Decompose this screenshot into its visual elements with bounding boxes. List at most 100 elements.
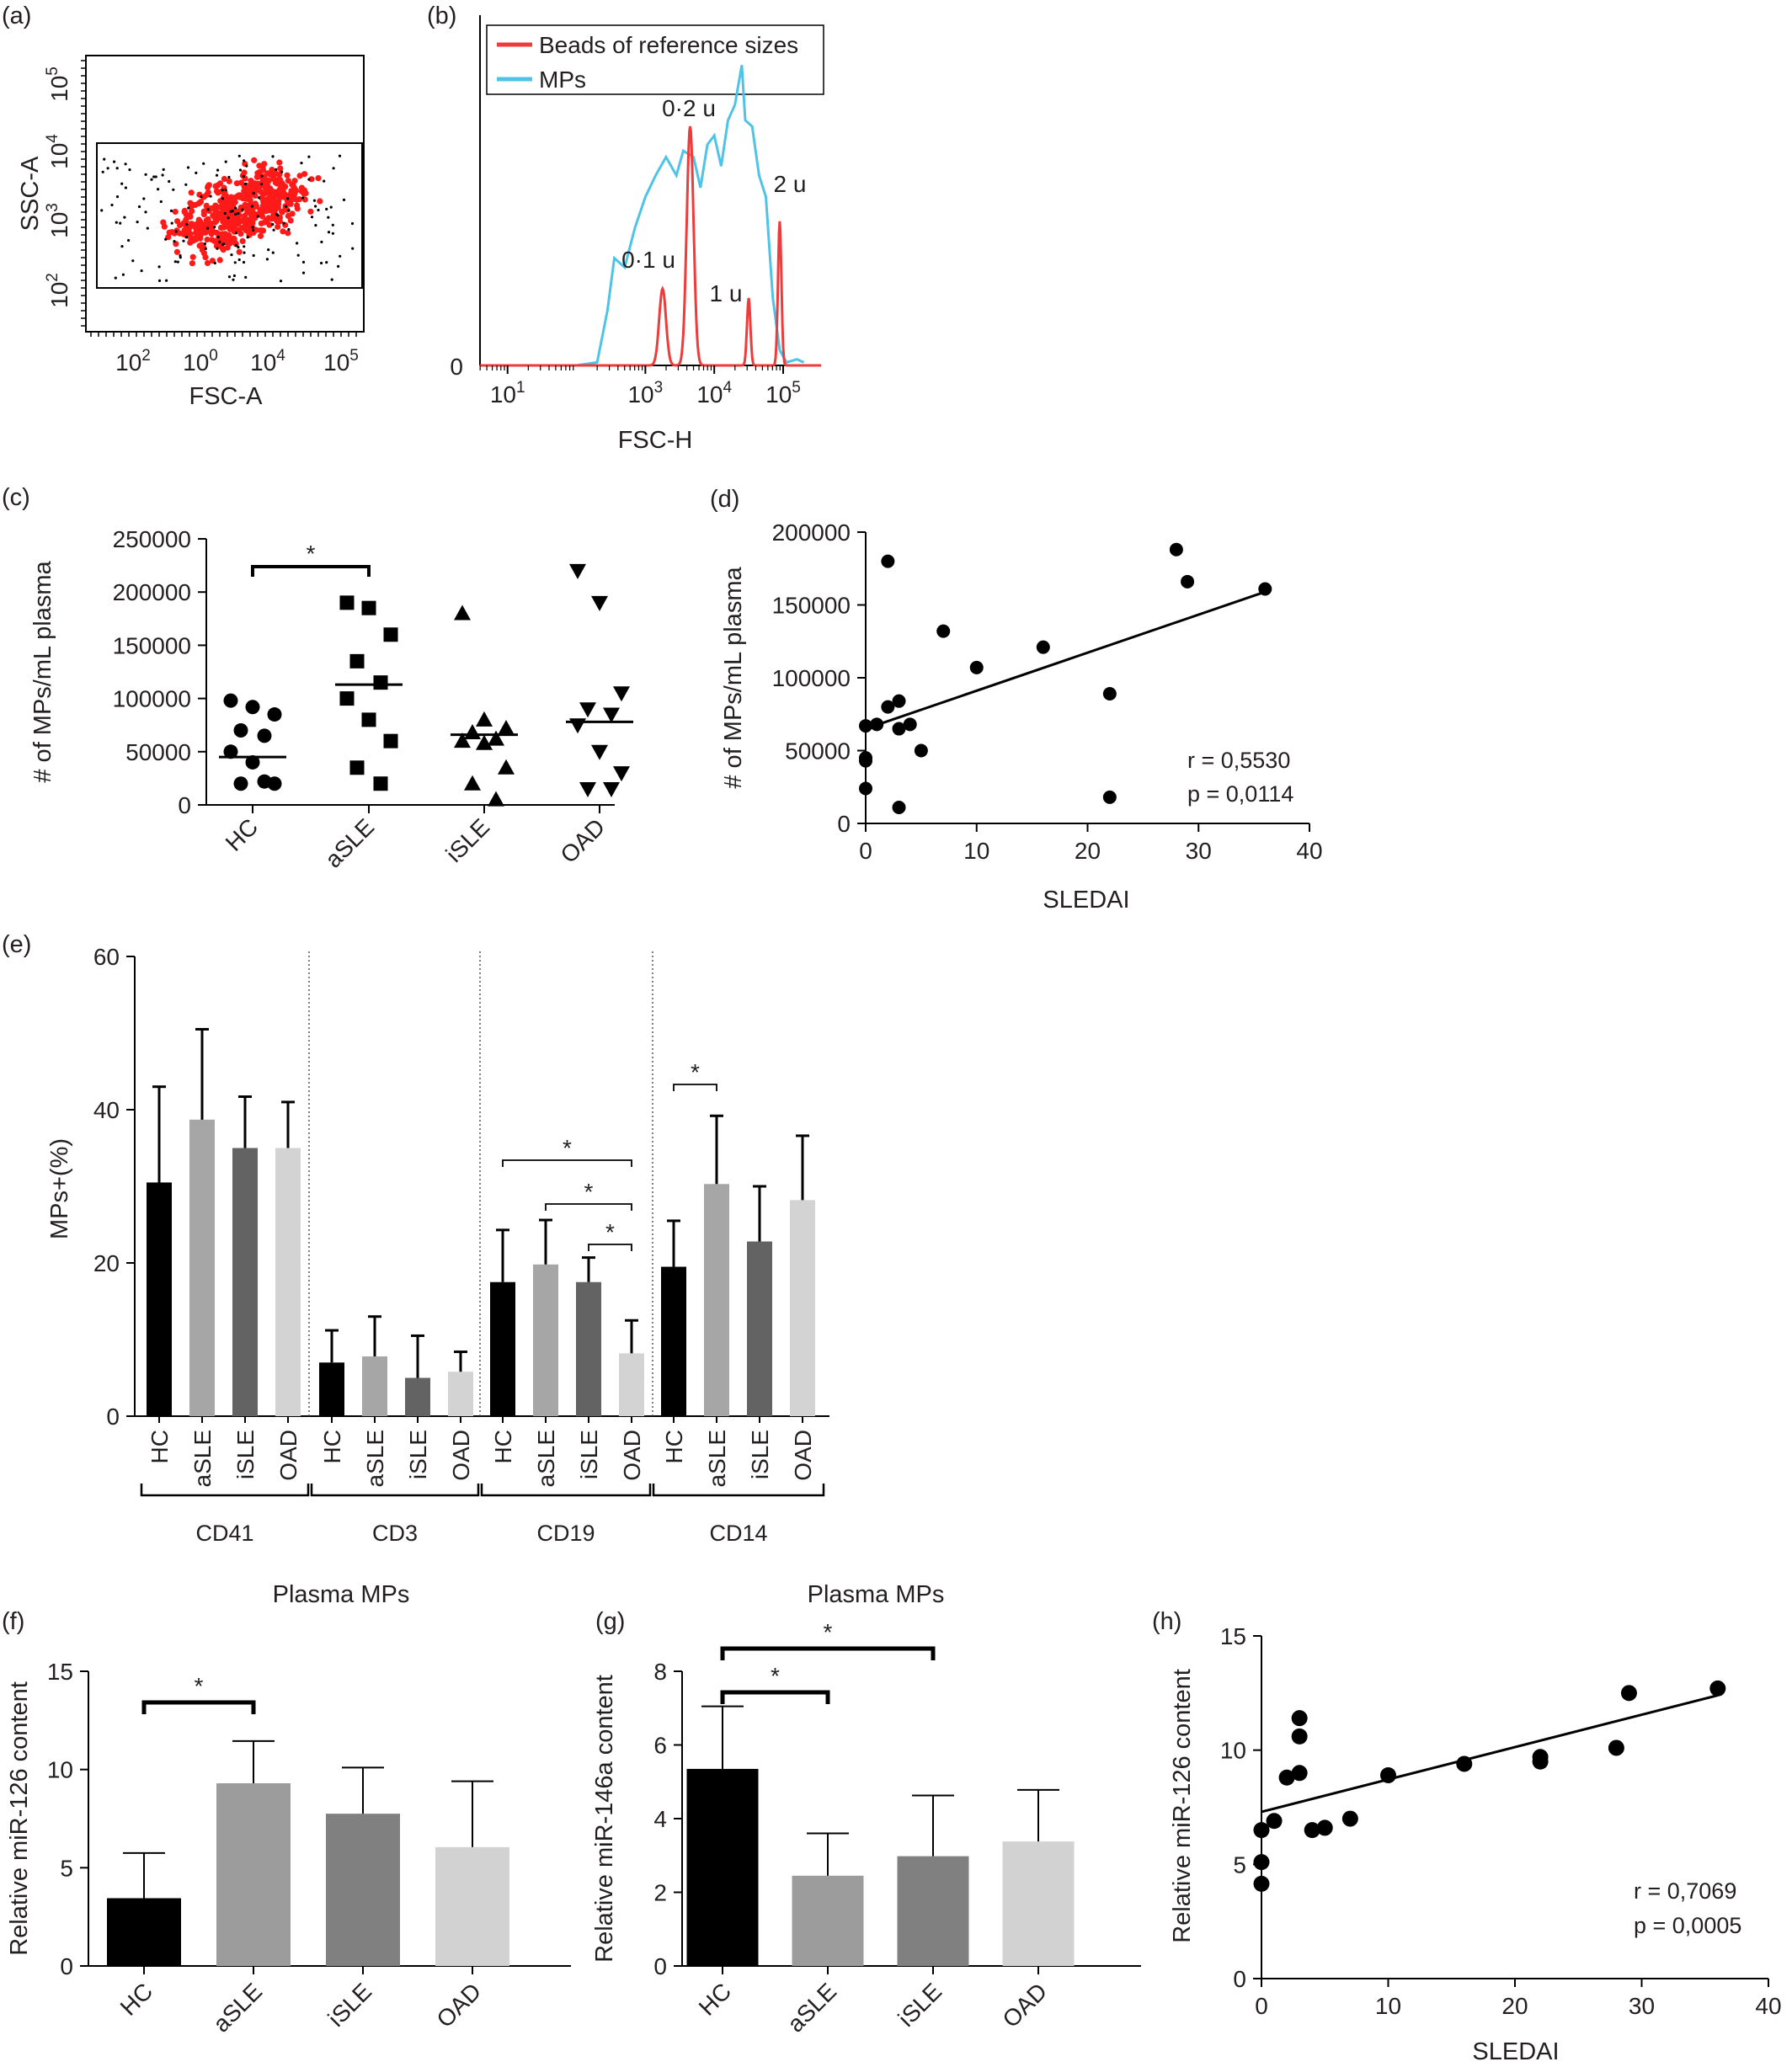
- data-point: [936, 624, 951, 638]
- event-dot: [172, 208, 179, 216]
- event-dot: [266, 221, 273, 228]
- point-oad: [569, 718, 586, 734]
- event-dot: [106, 167, 109, 170]
- x-axis-title: SLEDAI: [1043, 887, 1129, 914]
- p-value: p = 0,0005: [1634, 1913, 1741, 1938]
- bar-cd14-oad: [790, 1200, 815, 1416]
- event-dot: [239, 237, 246, 244]
- data-point: [881, 700, 895, 714]
- event-dot: [170, 221, 173, 225]
- event-dot: [337, 264, 340, 268]
- event-dot: [301, 271, 306, 274]
- group-label: CD19: [536, 1521, 595, 1546]
- significance-bracket-line: [545, 1203, 632, 1211]
- point-hc: [257, 728, 272, 743]
- event-dot: [241, 208, 244, 211]
- event-dot: [131, 259, 135, 263]
- bar-cd41-hc: [147, 1182, 172, 1416]
- event-dot: [256, 215, 259, 218]
- event-dot: [121, 273, 125, 276]
- event-dot: [231, 225, 237, 232]
- event-dot: [350, 221, 355, 226]
- x-tick-label: 105: [323, 347, 359, 376]
- event-dot: [114, 276, 117, 280]
- event-dot: [296, 242, 299, 245]
- event-dot: [203, 242, 206, 246]
- event-dot: [197, 224, 204, 231]
- y-tick-label: 100000: [772, 665, 851, 691]
- event-dot: [275, 223, 281, 230]
- point-oad: [579, 702, 596, 718]
- panel-letter-d: (d): [710, 486, 739, 513]
- data-points: [223, 563, 630, 807]
- point-asle: [361, 712, 376, 727]
- y-axis-ticks: 0 2 4 6 8: [653, 1659, 682, 1979]
- event-dot: [150, 178, 153, 181]
- event-dot: [256, 168, 264, 175]
- significance-star: *: [771, 1663, 780, 1689]
- significance-bracket-line: [588, 1244, 632, 1251]
- event-dot: [185, 222, 189, 226]
- bar-cd3-hc: [319, 1362, 344, 1416]
- bar-isle: [897, 1856, 969, 1966]
- bars: [147, 1027, 815, 1416]
- bar-asle: [216, 1783, 291, 1966]
- event-dot: [101, 170, 104, 173]
- y-axis-title: # of MPs/mL plasma: [29, 561, 56, 783]
- event-dot: [338, 154, 342, 157]
- x-tick-label: 10: [1375, 1993, 1401, 2019]
- event-dot: [247, 197, 253, 204]
- event-dot: [301, 171, 308, 178]
- event-dot: [173, 260, 177, 264]
- point-oad: [591, 744, 608, 760]
- x-tick-label: 101: [490, 379, 525, 408]
- event-dot: [329, 205, 333, 209]
- point-asle: [339, 691, 355, 706]
- significance-star: *: [195, 1673, 204, 1699]
- event-dot: [257, 196, 261, 200]
- event-dot: [120, 182, 124, 185]
- event-dot: [325, 261, 328, 264]
- y-tick-label: 10: [1220, 1738, 1246, 1764]
- event-dot: [205, 189, 211, 196]
- x-tick-label: HC: [115, 1978, 158, 2021]
- y-tick-label: 200000: [772, 519, 851, 546]
- event-dot: [284, 172, 291, 178]
- panel-f-bar-chart: (f) Plasma MPs 0 5 10 15 HC aSLE iSLE OAD * Re…: [2, 1581, 571, 2038]
- event-dot: [307, 208, 314, 215]
- x-tick-label: 104: [250, 347, 285, 376]
- event-dot: [314, 224, 317, 227]
- y-tick-label: 0: [60, 1953, 73, 1979]
- y-tick-label: 2: [653, 1880, 667, 1906]
- point-hc: [245, 700, 260, 715]
- event-dot: [272, 228, 275, 232]
- x-tick-label: 40: [1755, 1993, 1781, 2019]
- event-dot: [227, 175, 231, 179]
- bar-asle: [792, 1875, 864, 1966]
- event-dot: [192, 224, 199, 231]
- x-tick-label: 102: [115, 347, 151, 376]
- bars: [107, 1739, 509, 1966]
- x-tick-label: OAD: [275, 1430, 301, 1481]
- event-dot: [218, 240, 221, 243]
- event-dot: [281, 194, 288, 200]
- legend-label-mps: MPs: [539, 67, 586, 93]
- point-isle: [476, 734, 493, 750]
- event-dot: [276, 218, 283, 225]
- event-dot: [189, 260, 195, 267]
- panel-c-dot-plot: (c) 0 50000 100000 150000 200000 250000 HC aSL…: [2, 484, 633, 873]
- data-point: [1253, 1854, 1270, 1871]
- x-tick-label: iSLE: [893, 1978, 947, 2032]
- data-point: [1181, 574, 1195, 589]
- y-tick-label: 0: [837, 811, 851, 837]
- point-isle: [464, 775, 481, 791]
- significance-bracket: *: [141, 1673, 256, 1714]
- gate-rectangle: [96, 142, 363, 289]
- event-dot: [157, 265, 161, 269]
- event-dot: [173, 248, 180, 255]
- panel-letter-e: (e): [2, 931, 31, 958]
- data-point: [859, 719, 872, 733]
- event-dot: [315, 175, 322, 182]
- event-dot: [285, 212, 291, 220]
- event-dot: [271, 222, 275, 226]
